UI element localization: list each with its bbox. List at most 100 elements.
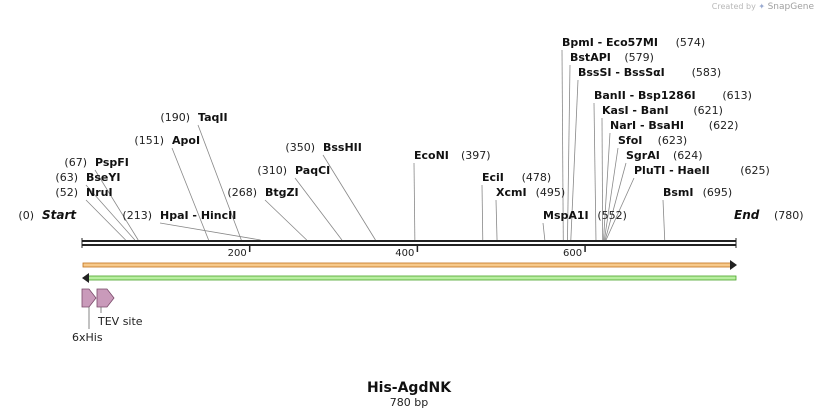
site-labels: NruI (52) BseYI (63) PspFI (67) ApoI (151) TaqII…: [55, 36, 769, 222]
site-position: (151): [134, 134, 164, 147]
site-name: XcmI: [496, 186, 527, 199]
site-line: [561, 49, 564, 241]
start-position-label: (0): [18, 209, 34, 222]
site-position: (495): [536, 186, 566, 199]
restriction-site[interactable]: PspFI (67): [64, 156, 129, 169]
site-position: (621): [693, 104, 723, 117]
restriction-site[interactable]: NruI (52): [55, 186, 112, 199]
site-name: NruI: [86, 186, 113, 199]
sequence-name: His-AgdNK: [367, 380, 452, 396]
reverse-strand-arrow: [82, 273, 737, 283]
site-position: (190): [160, 111, 190, 124]
restriction-site[interactable]: NarI - BsaHI (622): [610, 119, 738, 132]
feature-label: 6xHis: [72, 331, 103, 344]
site-name: EcoNI: [414, 149, 449, 162]
site-name: KasI - BanI: [602, 104, 669, 117]
site-line: [603, 132, 611, 241]
restriction-site[interactable]: SgrAI (624): [626, 149, 703, 162]
site-line: [570, 79, 579, 241]
site-line: [94, 169, 139, 241]
site-position: (310): [257, 164, 287, 177]
site-line: [603, 147, 619, 241]
ruler-tick-label: 600: [563, 248, 582, 259]
restriction-site[interactable]: EciI (478): [482, 171, 551, 184]
site-position: (478): [522, 171, 552, 184]
site-position: (625): [740, 164, 770, 177]
ruler-tick-label: 400: [395, 248, 414, 259]
site-line: [604, 162, 627, 241]
end-position-label: (780): [774, 209, 804, 222]
site-name: PspFI: [95, 156, 129, 169]
site-position: (695): [703, 186, 733, 199]
restriction-site[interactable]: HpaI - HincII (213): [122, 209, 236, 222]
restriction-site[interactable]: TaqII (190): [160, 111, 227, 124]
site-line: [481, 184, 484, 241]
site-line: [413, 162, 416, 241]
site-position: (579): [624, 51, 654, 64]
site-position: (397): [461, 149, 491, 162]
restriction-site[interactable]: BtgZI (268): [227, 186, 298, 199]
site-position: (52): [55, 186, 78, 199]
feature-tev-site[interactable]: TEV site: [96, 288, 143, 328]
site-name: NarI - BsaHI: [610, 119, 684, 132]
site-name: PluTI - HaeII: [634, 164, 710, 177]
site-line: [542, 222, 546, 241]
restriction-site[interactable]: BstAPI (579): [570, 51, 654, 64]
site-name: PaqCI: [295, 164, 330, 177]
site-position: (213): [122, 209, 152, 222]
site-name: BsmI: [663, 186, 694, 199]
start-label: Start: [42, 208, 77, 222]
site-line: [294, 177, 343, 241]
site-name: BanII - Bsp1286I: [594, 89, 696, 102]
ruler: 200 400 600: [228, 246, 586, 259]
site-position: (552): [597, 209, 627, 222]
site-line: [85, 199, 126, 241]
site-line: [567, 64, 571, 241]
site-name: SfoI: [618, 134, 642, 147]
site-position: (268): [227, 186, 257, 199]
restriction-site[interactable]: XcmI (495): [496, 186, 565, 199]
restriction-site[interactable]: PluTI - HaeII (625): [634, 164, 770, 177]
site-line: [85, 184, 136, 241]
site-line: [605, 177, 635, 241]
restriction-site[interactable]: BpmI - Eco57MI (574): [562, 36, 705, 49]
feature-label: TEV site: [97, 315, 143, 328]
site-line: [495, 199, 498, 241]
restriction-site[interactable]: BssHII (350): [285, 141, 361, 154]
site-position: (623): [658, 134, 688, 147]
restriction-site[interactable]: BseYI (63): [55, 171, 120, 184]
restriction-site[interactable]: BanII - Bsp1286I (613): [594, 89, 752, 102]
sequence-length: 780 bp: [390, 396, 428, 409]
restriction-site[interactable]: ApoI (151): [134, 134, 200, 147]
site-position: (350): [285, 141, 315, 154]
site-name: BssSI - BssSαI: [578, 66, 665, 79]
site-name: MspA1I: [543, 209, 589, 222]
restriction-site[interactable]: PaqCI (310): [257, 164, 330, 177]
site-line: [322, 154, 376, 241]
end-label: End: [734, 208, 760, 222]
restriction-site[interactable]: BsmI (695): [663, 186, 732, 199]
site-position: (67): [64, 156, 87, 169]
snapgene-logo-icon: ✦: [758, 2, 766, 11]
site-name: BtgZI: [265, 186, 299, 199]
site-position: (574): [676, 36, 706, 49]
feature-6xhis[interactable]: 6xHis: [72, 288, 103, 344]
site-line: [197, 124, 242, 241]
restriction-site[interactable]: KasI - BanI (621): [602, 104, 723, 117]
site-name: EciI: [482, 171, 504, 184]
site-position: (583): [692, 66, 722, 79]
site-name: BseYI: [86, 171, 120, 184]
snapgene-watermark: Created by ✦ SnapGene: [712, 2, 814, 12]
forward-strand-arrow: [82, 260, 737, 270]
watermark-prefix: Created by: [711, 2, 756, 11]
feature-arrow: [96, 288, 115, 308]
site-position: (622): [709, 119, 739, 132]
restriction-site[interactable]: MspA1I (552): [543, 209, 627, 222]
restriction-site[interactable]: BssSI - BssSαI (583): [578, 66, 721, 79]
features: 6xHis TEV site: [72, 288, 143, 344]
restriction-site[interactable]: SfoI (623): [618, 134, 687, 147]
restriction-site[interactable]: EcoNI (397): [414, 149, 491, 162]
site-line: [601, 117, 604, 241]
site-line: [593, 102, 597, 241]
